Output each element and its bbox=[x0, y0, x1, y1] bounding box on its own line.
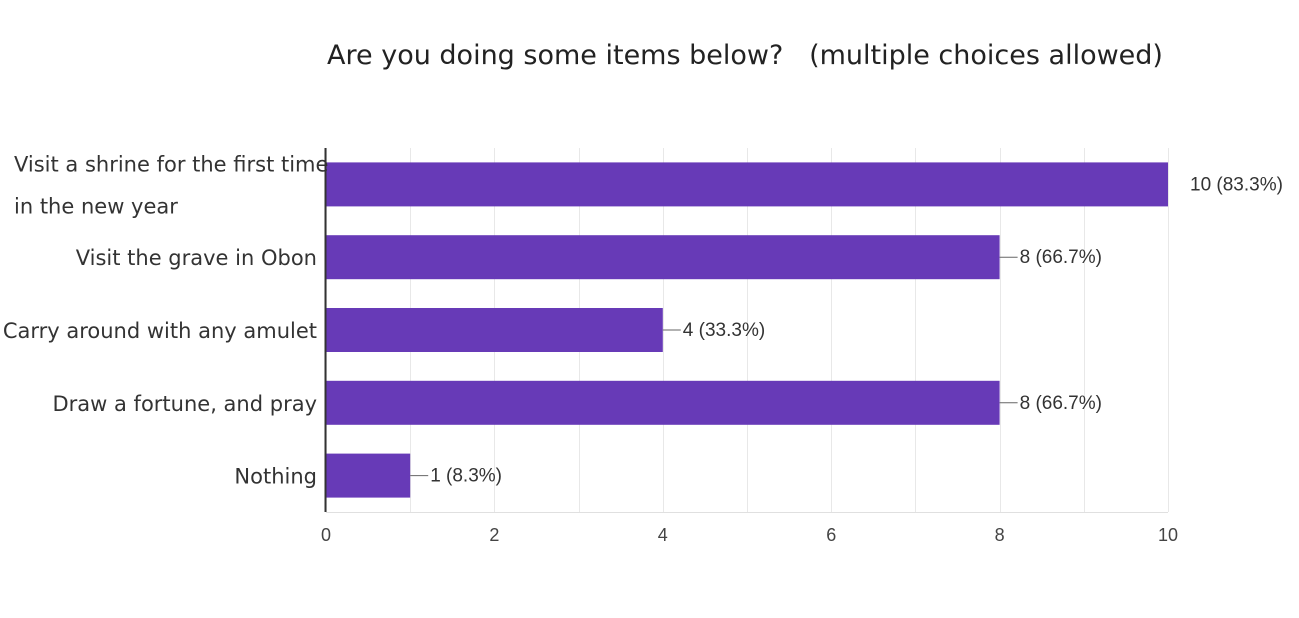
x-tick-label: 0 bbox=[321, 525, 331, 545]
bar bbox=[326, 235, 1000, 280]
category-label: Draw a fortune, and pray bbox=[52, 392, 317, 416]
x-axis-ticks: 0 2 4 6 8 10 bbox=[321, 525, 1178, 545]
data-label: 1 (8.3%) bbox=[430, 466, 502, 487]
data-label: 8 (66.7%) bbox=[1020, 247, 1102, 268]
bars: 10 (83.3%) 8 (66.7%) 4 (33.3%) 8 (66.7%) 1 (… bbox=[326, 162, 1283, 498]
category-label: Carry around with any amulet bbox=[3, 319, 317, 343]
bar bbox=[326, 308, 663, 352]
category-label: Visit a shrine for the first time in the … bbox=[14, 152, 328, 218]
category-label: Visit the grave in Obon bbox=[76, 246, 317, 270]
chart-title: Are you doing some items below? (multipl… bbox=[327, 40, 1163, 71]
bar bbox=[326, 162, 1168, 207]
x-tick-label: 4 bbox=[658, 525, 668, 545]
category-labels: Visit a shrine for the first time in the … bbox=[3, 152, 329, 488]
x-tick-label: 8 bbox=[995, 525, 1005, 545]
bar bbox=[326, 453, 411, 498]
data-label: 10 (83.3%) bbox=[1190, 174, 1283, 195]
category-label: Nothing bbox=[234, 465, 317, 489]
bar bbox=[326, 380, 1000, 425]
x-tick-label: 10 bbox=[1158, 525, 1178, 545]
x-tick-label: 2 bbox=[489, 525, 499, 545]
x-tick-label: 6 bbox=[826, 525, 836, 545]
data-label: 4 (33.3%) bbox=[683, 320, 765, 341]
data-label: 8 (66.7%) bbox=[1020, 393, 1102, 414]
